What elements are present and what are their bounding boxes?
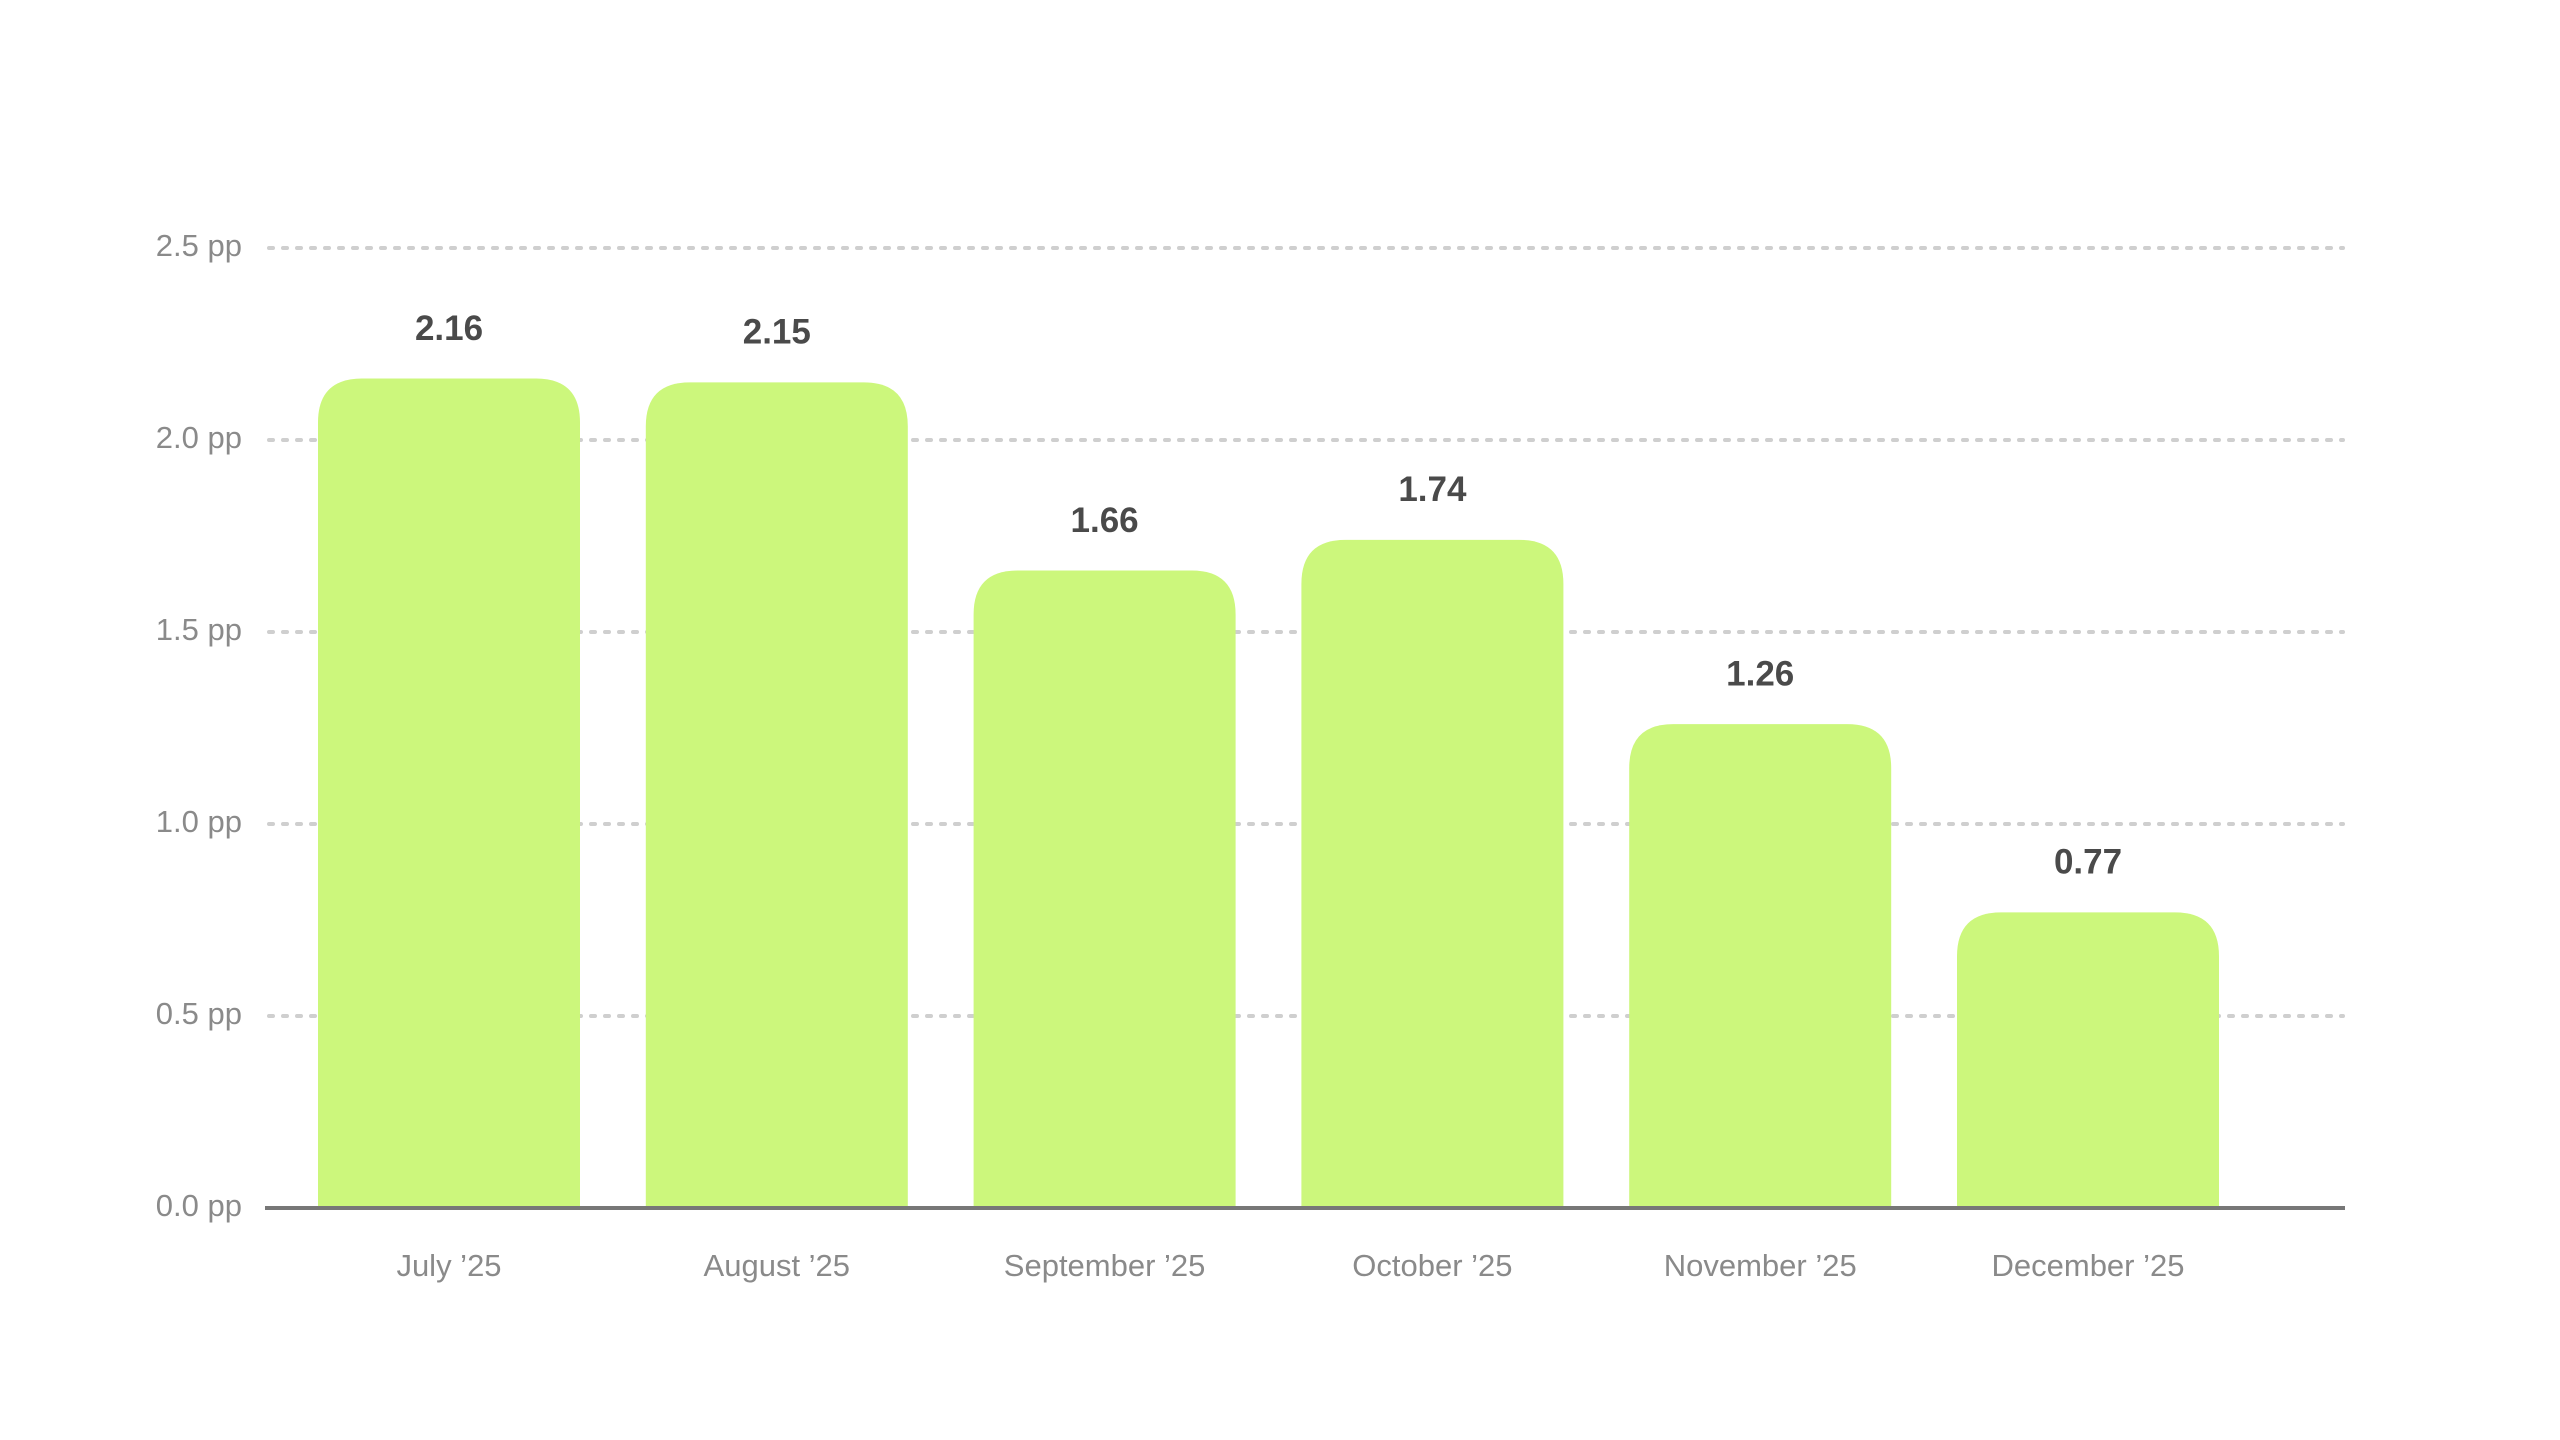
axes: 0.0 pp 0.5 pp 1.0 pp 1.5 pp 2.0 pp 2.5 pp July… [156,228,2345,1283]
bar [1301,539,1564,1208]
data-label: 1.66 [1071,501,1139,540]
y-tick-label: 0.0 pp [156,1188,242,1223]
y-tick-label: 2.0 pp [156,420,242,455]
bar [645,382,908,1208]
x-tick-label: November ’25 [1664,1248,1857,1283]
y-tick-label: 1.0 pp [156,804,242,839]
x-tick-label: July ’25 [396,1248,501,1283]
x-tick-label: August ’25 [704,1248,851,1283]
bar [1629,724,1892,1208]
bar [318,378,580,1208]
x-tick-label: October ’25 [1352,1248,1512,1283]
y-tick-label: 2.5 pp [156,228,242,263]
bars [318,378,2219,1208]
data-label: 0.77 [2054,843,2122,882]
bar [1957,912,2219,1208]
x-tick-label: December ’25 [1992,1248,2185,1283]
data-label: 2.15 [743,313,811,352]
bar [973,570,1236,1208]
data-label: 1.74 [1398,470,1467,509]
y-tick-label: 0.5 pp [156,996,242,1031]
data-label: 2.16 [415,309,483,348]
x-tick-label: September ’25 [1004,1248,1206,1283]
y-tick-label: 1.5 pp [156,612,242,647]
data-labels: 2.16 2.15 1.66 1.74 1.26 0.77 [415,309,2122,882]
data-label: 1.26 [1726,654,1794,693]
